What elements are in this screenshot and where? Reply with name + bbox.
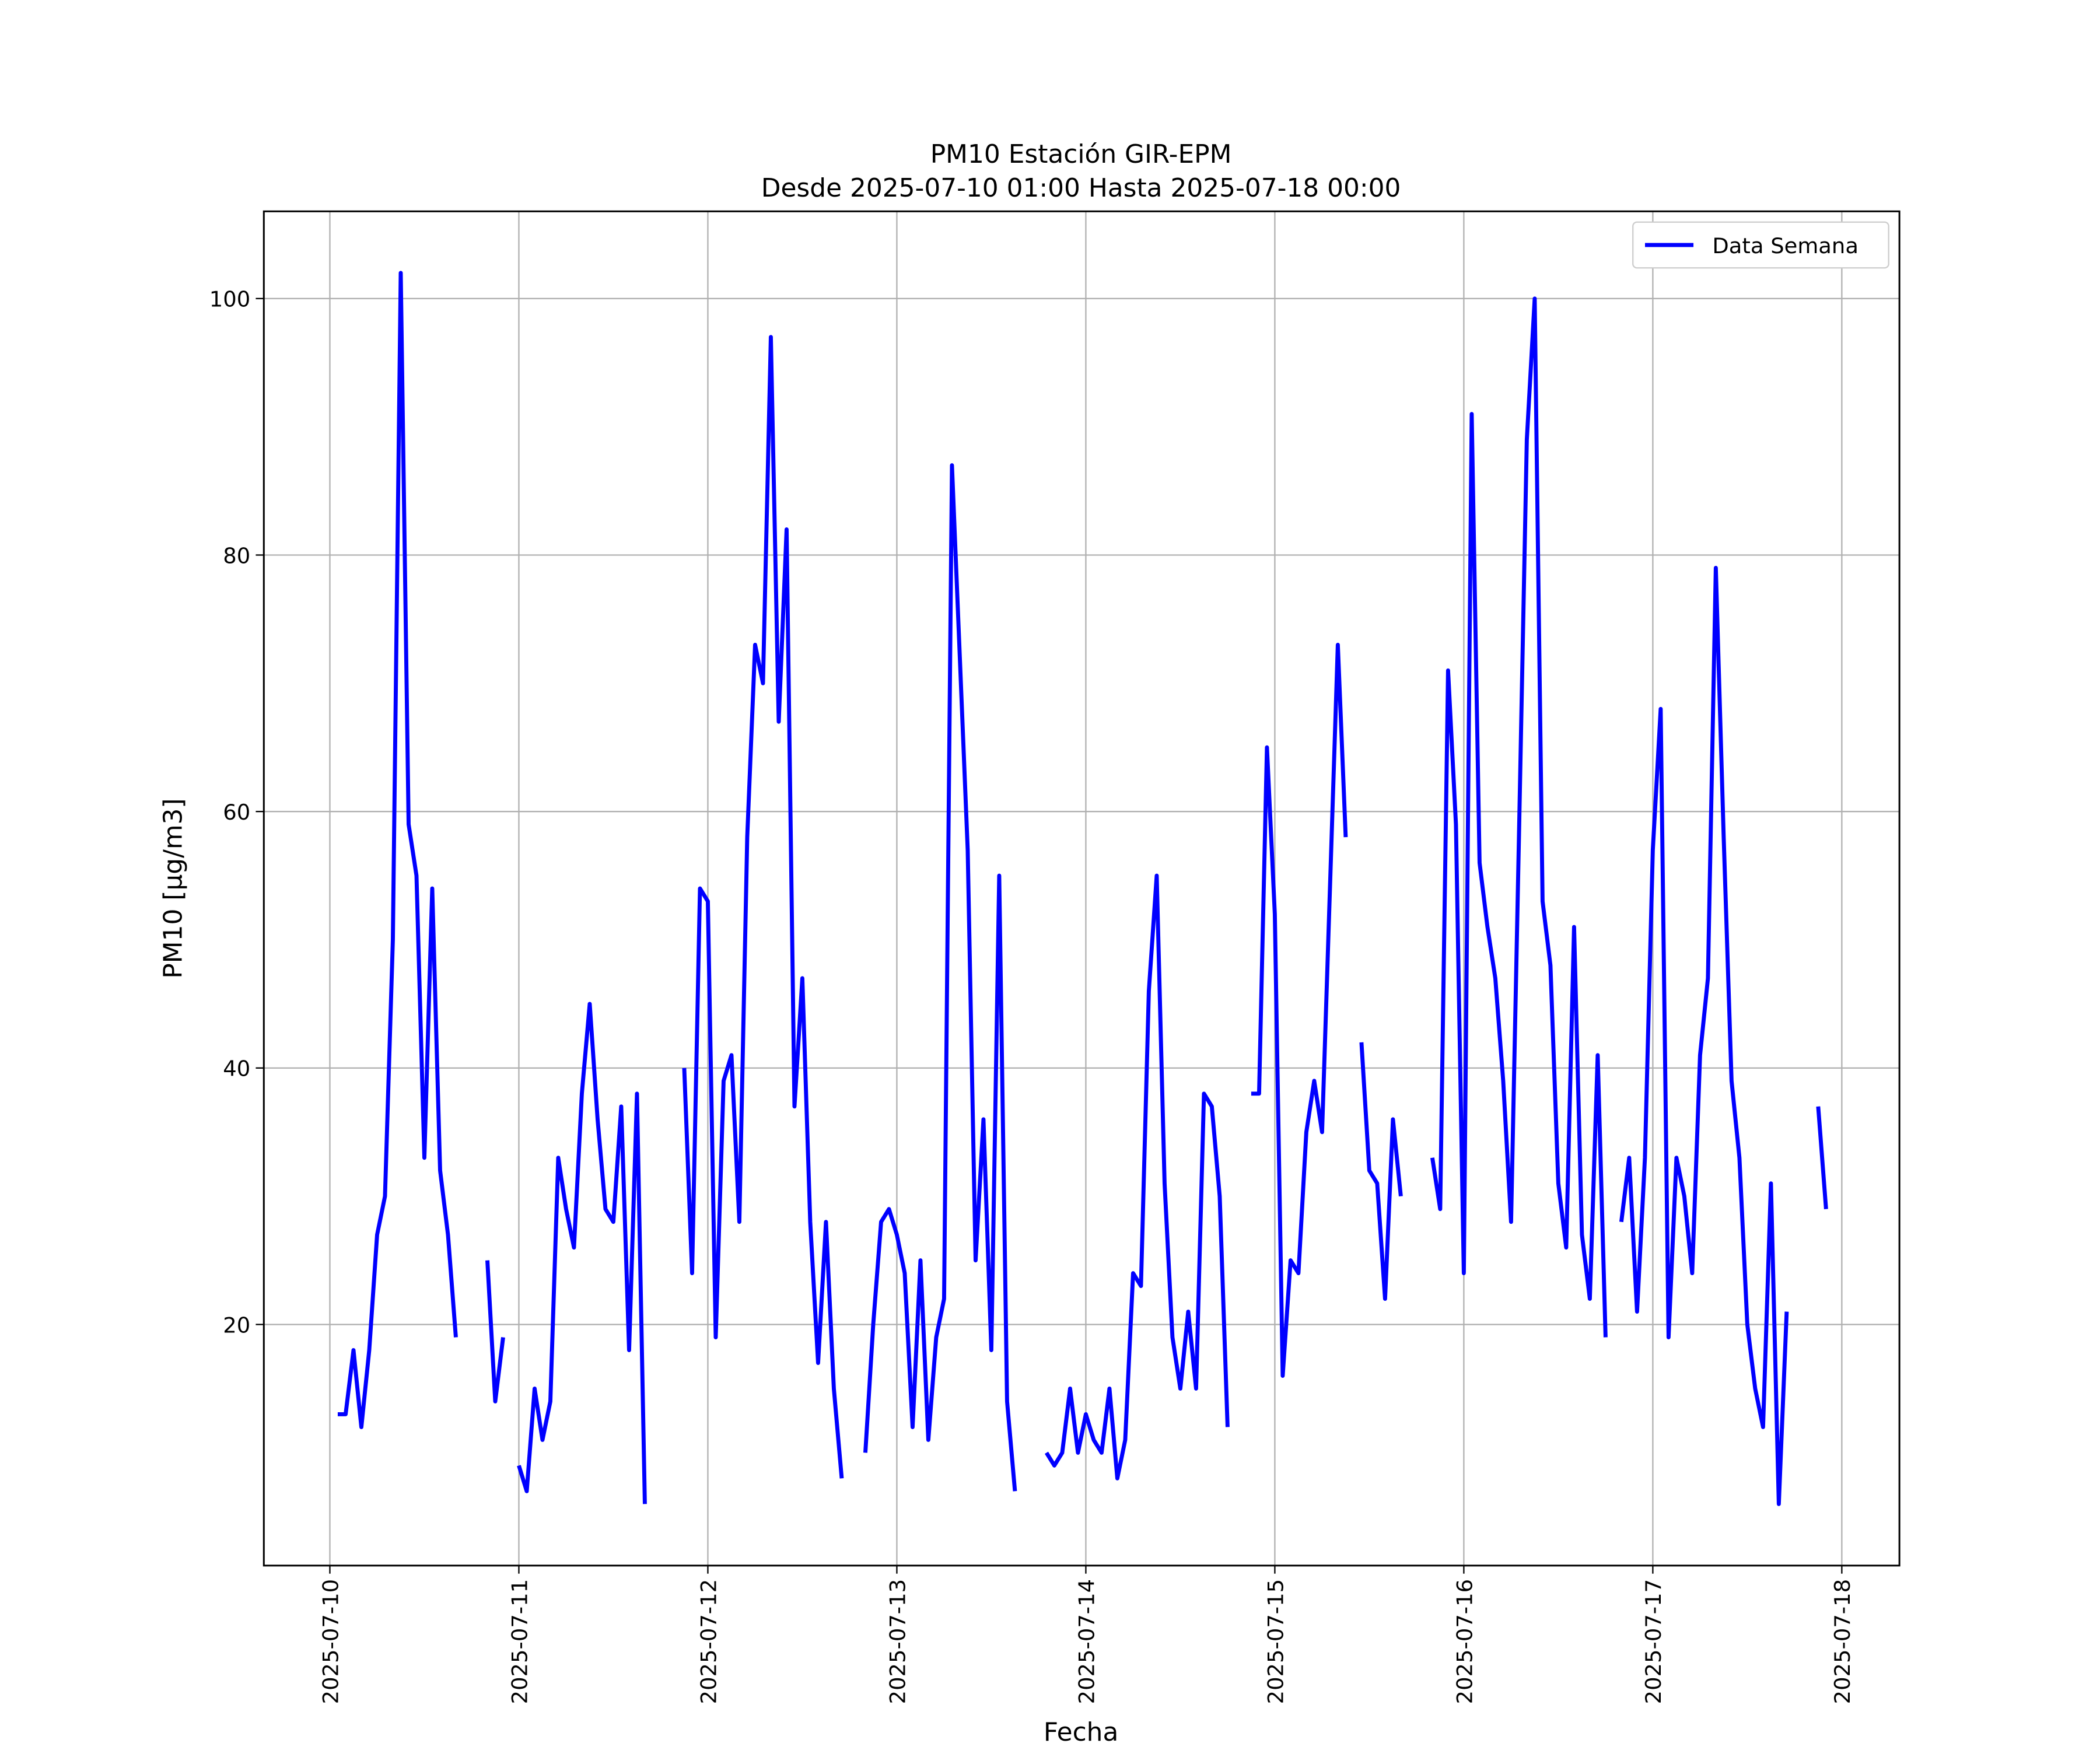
- y-tick-label: 80: [223, 543, 250, 568]
- x-tick-label: 2025-07-12: [696, 1579, 721, 1704]
- x-tick-label: 2025-07-15: [1263, 1579, 1288, 1704]
- x-tick-label: 2025-07-14: [1074, 1579, 1099, 1704]
- x-tick-label: 2025-07-16: [1452, 1579, 1477, 1704]
- y-axis-label: PM10 [μg/m3]: [159, 798, 188, 978]
- chart-subtitle: Desde 2025-07-10 01:00 Hasta 2025-07-18 …: [761, 173, 1401, 203]
- x-axis-label: Fecha: [1044, 1717, 1119, 1747]
- data-line: [337, 271, 1828, 1506]
- x-tick-label: 2025-07-11: [507, 1579, 532, 1704]
- x-tick-label: 2025-07-10: [318, 1579, 343, 1704]
- legend-label: Data Semana: [1712, 233, 1859, 258]
- x-tick-label: 2025-07-18: [1830, 1579, 1855, 1704]
- plot-frame: [262, 210, 1901, 1567]
- chart-title: PM10 Estación GIR-EPM: [930, 139, 1232, 169]
- y-tick-label: 100: [209, 287, 250, 312]
- y-tick-label: 40: [223, 1056, 250, 1082]
- y-tick-label: 60: [223, 800, 250, 825]
- legend-box: [1632, 221, 1889, 269]
- x-tick-label: 2025-07-13: [885, 1579, 910, 1704]
- x-tick-label: 2025-07-17: [1641, 1579, 1666, 1704]
- y-tick-label: 20: [223, 1312, 250, 1338]
